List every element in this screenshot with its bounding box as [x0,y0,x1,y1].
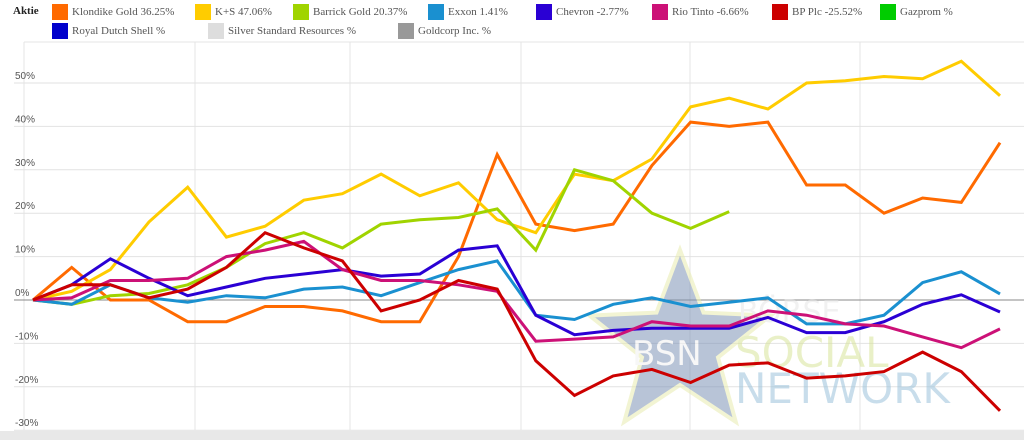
legend-label: Chevron -2.77% [556,6,629,18]
series-line-rio-tinto [32,239,1001,350]
series-line-klondike-gold [32,120,1002,324]
legend-label: Silver Standard Resources % [228,25,356,37]
legend-label: Klondike Gold 36.25% [72,6,175,18]
legend-swatch [208,23,224,39]
legend-label: Exxon 1.41% [448,6,508,18]
legend-swatch [536,4,552,20]
y-tick-label: -20% [15,375,38,386]
y-tick-label: -30% [15,418,38,429]
legend-item[interactable]: K+S 47.06% [195,4,272,20]
legend-item[interactable]: Klondike Gold 36.25% [52,4,174,20]
watermark-line3: NETWORK [735,364,951,413]
legend-label: BP Plc -25.52% [792,6,863,18]
legend-item[interactable]: Silver Standard Resources % [208,23,356,39]
series-line-barrick-gold [32,168,730,306]
y-tick-label: 30% [15,158,35,169]
legend-label: Royal Dutch Shell % [72,25,166,37]
legend-swatch [880,4,896,20]
legend-swatch [398,23,414,39]
legend-swatch [428,4,444,20]
legend-label: K+S 47.06% [215,6,272,18]
watermark-line2: SOCIAL [735,328,889,377]
legend-item[interactable]: Royal Dutch Shell % [52,23,165,39]
legend-swatch [52,4,68,20]
y-tick-label: 0% [15,288,30,299]
legend-item[interactable]: Gazprom % [880,4,953,20]
legend-item[interactable]: Exxon 1.41% [428,4,508,20]
legend-label: Barrick Gold 20.37% [313,6,408,18]
legend-swatch [195,4,211,20]
scrollbar-track [0,431,1024,440]
y-tick-label: 20% [15,201,35,212]
legend-item[interactable]: Barrick Gold 20.37% [293,4,407,20]
series-line-k-s [32,59,1001,302]
legend-label: Gazprom % [900,6,953,18]
y-tick-label: 40% [15,114,35,125]
legend-label: Rio Tinto -6.66% [672,6,749,18]
y-tick-label: 50% [15,71,35,82]
y-tick-label: -10% [15,331,38,342]
legend-swatch [52,23,68,39]
legend-item[interactable]: Rio Tinto -6.66% [652,4,749,20]
y-tick-label: 10% [15,245,35,256]
legend-swatch [293,4,309,20]
legend-item[interactable]: BP Plc -25.52% [772,4,862,20]
legend-item[interactable]: Goldcorp Inc. % [398,23,491,39]
legend-swatch [652,4,668,20]
legend-title: Aktie [13,5,39,17]
watermark-bsn: BSN [632,334,702,374]
legend-item[interactable]: Chevron -2.77% [536,4,629,20]
series-line-chevron [32,244,1001,337]
star-icon [584,244,776,427]
legend-label: Goldcorp Inc. % [418,25,492,37]
legend-swatch [772,4,788,20]
series-line-bp-plc [32,230,1002,412]
